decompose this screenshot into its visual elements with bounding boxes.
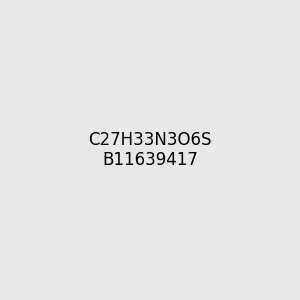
Text: C27H33N3O6S
B11639417: C27H33N3O6S B11639417	[88, 130, 212, 170]
